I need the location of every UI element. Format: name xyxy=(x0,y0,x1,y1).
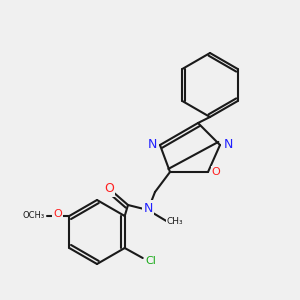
Text: Cl: Cl xyxy=(145,256,156,266)
Text: O: O xyxy=(212,167,220,177)
Text: O: O xyxy=(104,182,114,196)
Text: CH₃: CH₃ xyxy=(167,218,183,226)
Text: N: N xyxy=(143,202,153,214)
Text: OCH₃: OCH₃ xyxy=(22,212,44,220)
Text: N: N xyxy=(223,139,233,152)
Text: O: O xyxy=(53,209,62,219)
Text: N: N xyxy=(147,139,157,152)
